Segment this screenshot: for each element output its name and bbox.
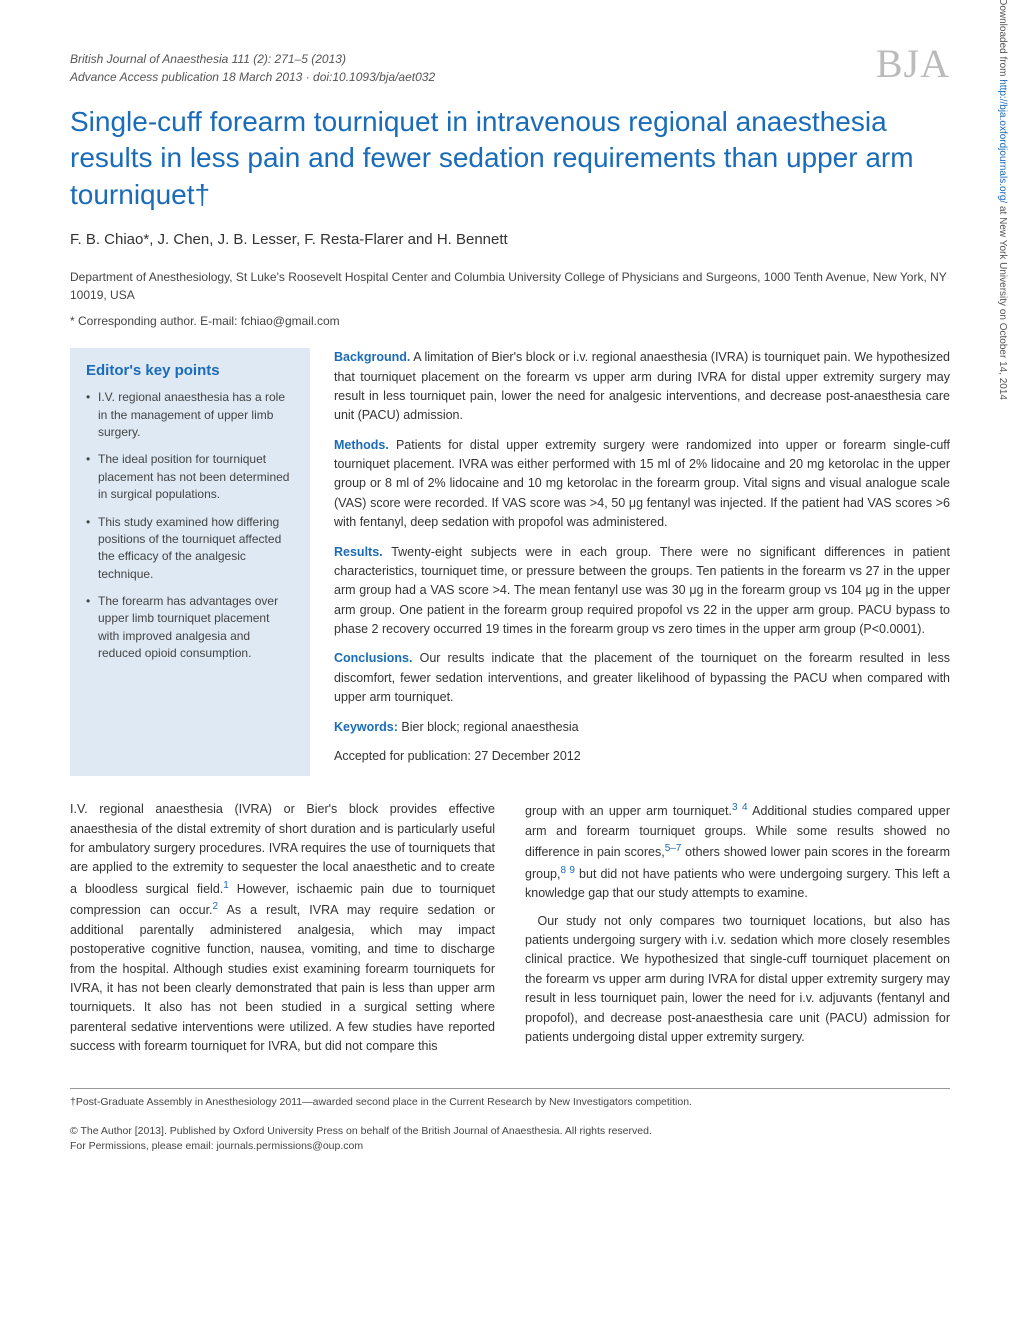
journal-meta: British Journal of Anaesthesia 111 (2): … bbox=[70, 50, 950, 86]
journal-line: British Journal of Anaesthesia 111 (2): … bbox=[70, 50, 950, 68]
editors-point: The ideal position for tourniquet placem… bbox=[86, 451, 294, 503]
download-sidetext: Downloaded from http://bja.oxfordjournal… bbox=[997, 0, 1008, 400]
body-text: group with an upper arm tourniquet. bbox=[525, 804, 732, 818]
editors-key-points: Editor's key points I.V. regional anaest… bbox=[70, 348, 310, 776]
footnote: †Post-Graduate Assembly in Anesthesiolog… bbox=[70, 1095, 950, 1110]
background-label: Background. bbox=[334, 350, 410, 364]
editors-point: The forearm has advantages over upper li… bbox=[86, 593, 294, 663]
abstract-results: Results. Twenty-eight subjects were in e… bbox=[334, 543, 950, 640]
body-paragraph: Our study not only compares two tourniqu… bbox=[525, 912, 950, 1048]
methods-label: Methods. bbox=[334, 438, 389, 452]
abstract-keywords: Keywords: Bier block; regional anaesthes… bbox=[334, 718, 950, 737]
keywords-label: Keywords: bbox=[334, 720, 398, 734]
conclusions-text: Our results indicate that the placement … bbox=[334, 651, 950, 704]
body-text: As a result, IVRA may require sedation o… bbox=[70, 903, 495, 1053]
body-text: but did not have patients who were under… bbox=[525, 867, 950, 900]
editors-point: This study examined how differing positi… bbox=[86, 514, 294, 584]
body-columns: I.V. regional anaesthesia (IVRA) or Bier… bbox=[70, 800, 950, 1064]
sidetext-post: at New York University on October 14, 20… bbox=[997, 203, 1008, 400]
abstract: Background. A limitation of Bier's block… bbox=[334, 348, 950, 776]
authors: F. B. Chiao*, J. Chen, J. B. Lesser, F. … bbox=[70, 231, 950, 248]
footnote-rule bbox=[70, 1088, 950, 1089]
abstract-conclusions: Conclusions. Our results indicate that t… bbox=[334, 649, 950, 707]
editors-heading: Editor's key points bbox=[86, 362, 294, 379]
citation-ref[interactable]: 8 9 bbox=[560, 865, 575, 876]
body-paragraph: group with an upper arm tourniquet.3 4 A… bbox=[525, 800, 950, 903]
conclusions-label: Conclusions. bbox=[334, 651, 412, 665]
column-left: I.V. regional anaesthesia (IVRA) or Bier… bbox=[70, 800, 495, 1064]
affiliation: Department of Anesthesiology, St Luke's … bbox=[70, 268, 950, 304]
editors-point: I.V. regional anaesthesia has a role in … bbox=[86, 389, 294, 441]
results-text: Twenty-eight subjects were in each group… bbox=[334, 545, 950, 637]
sidetext-link[interactable]: http://bja.oxfordjournals.org/ bbox=[997, 79, 1008, 203]
abstract-methods: Methods. Patients for distal upper extre… bbox=[334, 436, 950, 533]
abstract-accepted: Accepted for publication: 27 December 20… bbox=[334, 747, 950, 766]
corresponding-author: * Corresponding author. E-mail: fchiao@g… bbox=[70, 314, 950, 328]
abstract-background: Background. A limitation of Bier's block… bbox=[334, 348, 950, 426]
abstract-row: Editor's key points I.V. regional anaest… bbox=[70, 348, 950, 776]
background-text: A limitation of Bier's block or i.v. reg… bbox=[334, 350, 950, 422]
page: BJA British Journal of Anaesthesia 111 (… bbox=[0, 0, 1020, 1184]
advance-line: Advance Access publication 18 March 2013… bbox=[70, 68, 950, 86]
journal-logo: BJA bbox=[876, 40, 950, 87]
copyright: © The Author [2013]. Published by Oxford… bbox=[70, 1124, 950, 1153]
results-label: Results. bbox=[334, 545, 383, 559]
keywords-text: Bier block; regional anaesthesia bbox=[398, 720, 579, 734]
citation-ref[interactable]: 5–7 bbox=[665, 843, 682, 854]
methods-text: Patients for distal upper extremity surg… bbox=[334, 438, 950, 530]
editors-list: I.V. regional anaesthesia has a role in … bbox=[86, 389, 294, 662]
sidetext-pre: Downloaded from bbox=[997, 0, 1008, 79]
copyright-line: © The Author [2013]. Published by Oxford… bbox=[70, 1124, 950, 1139]
article-title: Single-cuff forearm tourniquet in intrav… bbox=[70, 104, 950, 213]
citation-ref[interactable]: 3 4 bbox=[732, 802, 748, 813]
column-right: group with an upper arm tourniquet.3 4 A… bbox=[525, 800, 950, 1064]
body-paragraph: I.V. regional anaesthesia (IVRA) or Bier… bbox=[70, 800, 495, 1056]
permissions-line: For Permissions, please email: journals.… bbox=[70, 1139, 950, 1154]
